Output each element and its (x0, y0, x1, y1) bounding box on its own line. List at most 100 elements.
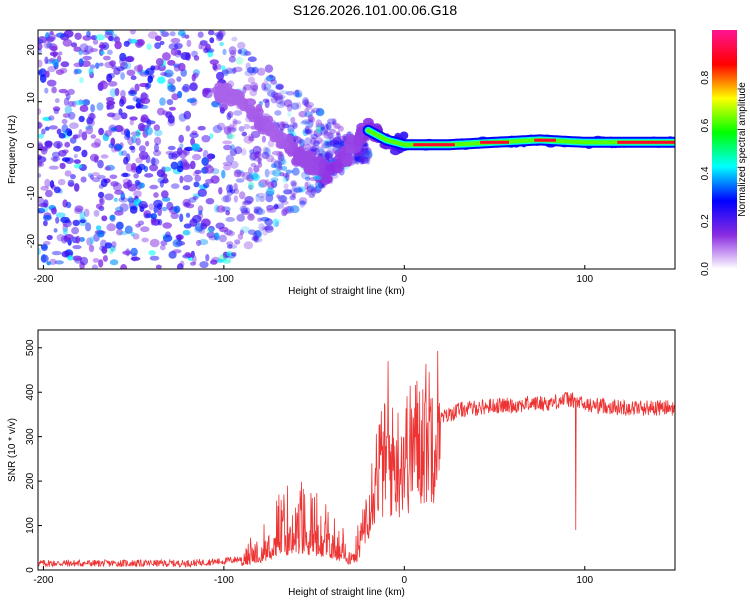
spectral-blob (74, 32, 82, 40)
spectral-blob (335, 131, 341, 136)
spectral-blob (190, 250, 195, 258)
spectral-blob (120, 192, 126, 201)
spectral-blob (215, 35, 223, 42)
spectral-blob (154, 129, 163, 137)
spectral-blob (272, 169, 282, 177)
spectral-blob (247, 76, 256, 84)
spectral-blob (109, 174, 118, 180)
spectral-blob (119, 52, 127, 62)
y-tick-label: 0 (26, 142, 37, 148)
spectral-blob (149, 238, 160, 248)
spectral-blob (100, 80, 106, 85)
spectral-blob (78, 115, 85, 123)
spectral-blob (361, 147, 369, 154)
spectral-blob (281, 208, 288, 217)
spectral-blob (166, 99, 174, 106)
spectral-blob (90, 104, 95, 113)
y-tick-label: 300 (25, 428, 36, 445)
spectral-blob (137, 122, 145, 132)
spectral-blob (324, 123, 329, 132)
spectral-blob (130, 75, 137, 80)
spectral-blob (306, 104, 313, 110)
spectral-blob (161, 190, 169, 199)
spectral-blob (189, 82, 198, 92)
spectral-blob (334, 143, 340, 153)
spectral-blob (225, 209, 230, 216)
spectral-blob (159, 30, 165, 34)
spectral-blob (144, 173, 154, 178)
spectral-blob (237, 41, 246, 50)
spectral-blob (315, 119, 323, 128)
spectral-blob (140, 97, 151, 105)
spectral-blob (359, 156, 365, 165)
spectral-blob (216, 205, 226, 213)
spectral-blob (310, 136, 316, 145)
spectral-blob (270, 158, 277, 164)
spectral-blob (257, 161, 263, 168)
ridge-blob (312, 164, 320, 173)
spectral-blob (332, 118, 337, 126)
spectral-blob (72, 134, 79, 139)
colorbar-tick-label: 0.4 (700, 166, 711, 180)
spectral-blob (64, 219, 72, 224)
spectral-blob (291, 167, 300, 176)
spectral-blob (261, 225, 270, 231)
spectral-blob (304, 119, 314, 128)
spectral-blob (205, 178, 214, 184)
spectral-blob (279, 99, 286, 107)
spectral-blob (118, 197, 129, 203)
spectral-blob (160, 72, 168, 76)
spectral-blob (248, 136, 255, 142)
spectral-blob (79, 219, 86, 224)
spectral-blob (247, 56, 257, 62)
spectral-blob (44, 126, 50, 131)
spectral-blob (225, 67, 233, 74)
spectral-blob (197, 125, 206, 131)
spectral-blob (264, 168, 270, 178)
spectral-blob (122, 250, 132, 255)
spectral-blob (308, 116, 316, 123)
spectral-blob (89, 236, 95, 245)
spectral-blob (176, 263, 184, 269)
spectral-blob (112, 182, 122, 192)
spectral-blob (122, 172, 129, 177)
spectral-blob (315, 146, 325, 153)
spectral-blob (289, 195, 297, 201)
spectral-blob (136, 39, 145, 47)
spectral-blob (125, 55, 135, 63)
spectral-blob (170, 183, 180, 189)
spectral-blob (125, 129, 131, 139)
spectral-blob (178, 134, 184, 143)
spectral-blob (119, 203, 129, 212)
spectral-blob (229, 49, 237, 58)
spectral-blob (130, 232, 135, 237)
spectral-blob (304, 108, 310, 113)
spectral-blob (95, 203, 103, 210)
spectral-blob (218, 234, 227, 243)
spectral-blob (43, 214, 52, 221)
spectral-blob (162, 52, 171, 61)
spectral-blob (120, 72, 125, 80)
spectral-blob (154, 35, 162, 42)
spectral-blob (38, 146, 47, 152)
spectral-blob (250, 162, 257, 168)
ridge-blob (323, 174, 332, 183)
spectral-blob (176, 165, 184, 173)
y-tick-label: 200 (25, 472, 36, 489)
spectral-blob (264, 99, 270, 109)
spectral-blob (285, 90, 295, 96)
spectral-blob (147, 31, 158, 39)
spectral-blob (69, 122, 79, 129)
spectral-blob (253, 209, 260, 214)
spectral-blob (287, 206, 292, 213)
spectral-blob (279, 121, 286, 131)
spectral-blob (292, 122, 298, 129)
spectral-blob (304, 129, 312, 135)
spectral-blob (219, 41, 224, 47)
spectral-blob (185, 212, 191, 218)
spectral-blob (129, 30, 136, 35)
spectral-blob (264, 225, 274, 231)
x-tick-label: 0 (402, 274, 408, 285)
snr-line (38, 351, 675, 569)
trace-peak (617, 140, 675, 144)
